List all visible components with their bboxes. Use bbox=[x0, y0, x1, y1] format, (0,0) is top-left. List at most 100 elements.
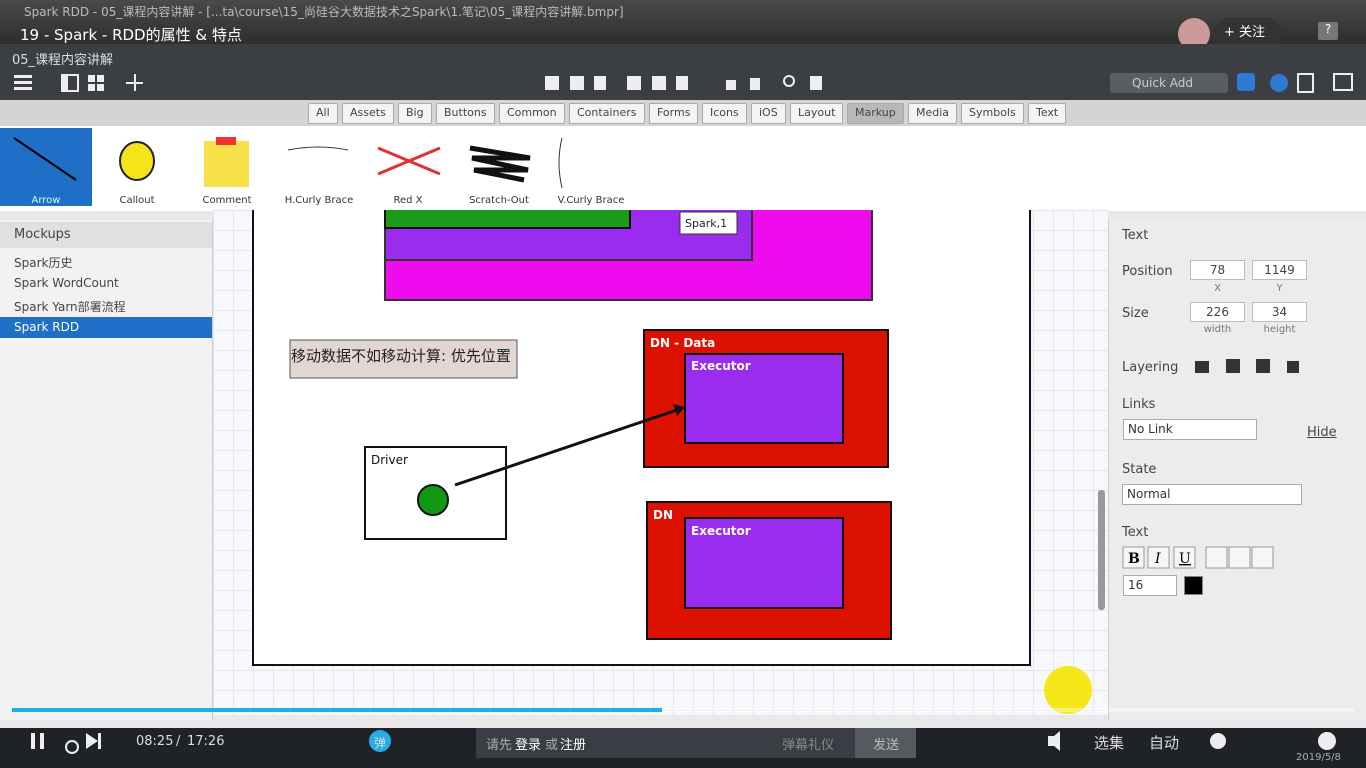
font-size-select[interactable]: 16 bbox=[1123, 575, 1177, 596]
danmu-etiquette[interactable]: 弹幕礼仪 bbox=[782, 738, 835, 753]
login-prompt: 请先 bbox=[486, 738, 513, 753]
layering-buttons[interactable] bbox=[1192, 357, 1307, 377]
driver-dot[interactable] bbox=[417, 484, 449, 516]
mockup-item[interactable]: Spark WordCount bbox=[14, 276, 119, 290]
filter-button[interactable]: Media bbox=[908, 103, 958, 124]
x-field[interactable]: 78 bbox=[1190, 260, 1245, 280]
width-field[interactable]: 226 bbox=[1190, 302, 1245, 322]
svg-text:I: I bbox=[1154, 551, 1161, 567]
state-select[interactable]: Normal bbox=[1122, 484, 1302, 505]
filter-button[interactable]: Containers bbox=[569, 103, 645, 124]
comment-pin bbox=[216, 137, 236, 145]
vcurly-icon bbox=[558, 137, 563, 189]
state-label: State bbox=[1122, 462, 1157, 477]
component-icons bbox=[13, 137, 563, 189]
video-title: 19 - Spark - RDD的属性 & 特点 bbox=[20, 26, 242, 44]
svg-text:B: B bbox=[1128, 551, 1140, 567]
filter-button[interactable]: Buttons bbox=[436, 103, 495, 124]
arrow-connector[interactable] bbox=[454, 408, 678, 487]
filter-button[interactable]: Layout bbox=[790, 103, 844, 124]
mockups-panel bbox=[0, 220, 213, 720]
send-button[interactable] bbox=[855, 728, 916, 758]
component-item[interactable]: Red X bbox=[362, 128, 454, 206]
component-item[interactable]: V.Curly Brace bbox=[545, 128, 637, 206]
login-link[interactable]: 登录 bbox=[515, 738, 542, 753]
callout-icon bbox=[119, 141, 155, 181]
executor-label: Executor bbox=[691, 524, 751, 538]
mockup-item[interactable]: Spark历史 bbox=[14, 256, 73, 270]
executor-box[interactable] bbox=[684, 517, 844, 609]
episodes-button[interactable]: 选集 bbox=[1094, 734, 1125, 752]
driver-label: Driver bbox=[371, 453, 408, 467]
scratch-icon bbox=[469, 145, 531, 183]
mockup-item[interactable]: Spark RDD bbox=[0, 317, 212, 338]
y-caption: Y bbox=[1276, 283, 1283, 294]
width-caption: width bbox=[1203, 324, 1232, 335]
filter-button[interactable]: Common bbox=[499, 103, 565, 124]
link-select[interactable]: No Link bbox=[1123, 419, 1257, 440]
tab-title: 05_课程内容讲解 bbox=[12, 53, 114, 68]
current-time: 08:25 bbox=[136, 734, 174, 749]
cursor-highlight bbox=[1044, 666, 1092, 714]
filter-button[interactable]: Symbols bbox=[961, 103, 1024, 124]
canvas-drawing: Spark,1 移动数据不如移动计算: 优先位置 Driver DN - Dat… bbox=[252, 210, 1105, 714]
arrow-icon bbox=[13, 137, 77, 181]
follow-label[interactable]: 关注 bbox=[1239, 25, 1266, 40]
register-link[interactable]: 注册 bbox=[560, 738, 587, 753]
inspector-title: Text bbox=[1122, 228, 1149, 243]
arrow-head bbox=[673, 404, 685, 416]
filter-button[interactable]: Forms bbox=[649, 103, 699, 124]
component-item[interactable]: Arrow bbox=[0, 128, 92, 206]
help-icon[interactable]: ? bbox=[1318, 22, 1338, 40]
filter-button[interactable]: Assets bbox=[342, 103, 394, 124]
filter-button[interactable]: Markup bbox=[847, 103, 904, 124]
component-label: Scratch-Out bbox=[469, 195, 529, 206]
hide-link[interactable]: Hide bbox=[1307, 425, 1337, 440]
height-field[interactable]: 34 bbox=[1252, 302, 1307, 322]
component-item[interactable]: H.Curly Brace bbox=[273, 128, 365, 206]
quick-add[interactable]: Quick Add bbox=[1110, 73, 1228, 93]
follow-button[interactable]: + 关注 bbox=[1214, 18, 1282, 48]
filter-button[interactable]: Big bbox=[398, 103, 432, 124]
height-caption: height bbox=[1263, 324, 1296, 335]
component-label: Comment bbox=[202, 195, 252, 206]
hcurly-icon bbox=[287, 146, 349, 151]
filter-button[interactable]: All bbox=[308, 103, 338, 124]
filter-button[interactable]: Icons bbox=[702, 103, 747, 124]
executor-box[interactable] bbox=[684, 353, 844, 444]
mockups-header: Mockups bbox=[0, 222, 212, 248]
y-field[interactable]: 1149 bbox=[1252, 260, 1307, 280]
note-text: 移动数据不如移动计算: 优先位置 bbox=[291, 347, 511, 365]
progress-played[interactable] bbox=[12, 708, 662, 712]
filter-button[interactable]: iOS bbox=[751, 103, 786, 124]
v-scrollbar[interactable] bbox=[1098, 490, 1105, 610]
label-box[interactable] bbox=[679, 211, 738, 235]
component-label: Red X bbox=[393, 195, 423, 206]
or-text: 或 bbox=[545, 738, 559, 753]
player-icons bbox=[31, 730, 1336, 754]
color-swatch[interactable] bbox=[1184, 576, 1203, 595]
green-box[interactable] bbox=[384, 210, 631, 229]
danmu-input[interactable] bbox=[476, 728, 916, 758]
toolbar-icon-group[interactable] bbox=[14, 73, 1353, 93]
size-label: Size bbox=[1122, 306, 1149, 321]
component-item[interactable]: Scratch-Out bbox=[453, 128, 545, 206]
component-label: Arrow bbox=[31, 195, 61, 206]
progress-remaining[interactable] bbox=[662, 708, 1354, 712]
auto-button[interactable]: 自动 bbox=[1149, 734, 1180, 752]
component-item[interactable]: Callout bbox=[91, 128, 183, 206]
time-separator: / bbox=[176, 734, 181, 749]
clock-date: 2019/5/8 bbox=[1296, 752, 1341, 763]
mockup-item[interactable]: Spark Yarn部署流程 bbox=[14, 300, 126, 314]
component-item[interactable]: Comment bbox=[181, 128, 273, 206]
dn-data-label: DN - Data bbox=[650, 336, 715, 350]
component-label: V.Curly Brace bbox=[557, 195, 625, 206]
note-box[interactable] bbox=[289, 339, 518, 379]
send-label[interactable]: 发送 bbox=[873, 738, 900, 753]
filter-button[interactable]: Text bbox=[1028, 103, 1067, 124]
danmu-toggle[interactable]: 弹 bbox=[374, 736, 387, 750]
component-label: H.Curly Brace bbox=[284, 195, 354, 206]
svg-text:U: U bbox=[1179, 551, 1191, 567]
